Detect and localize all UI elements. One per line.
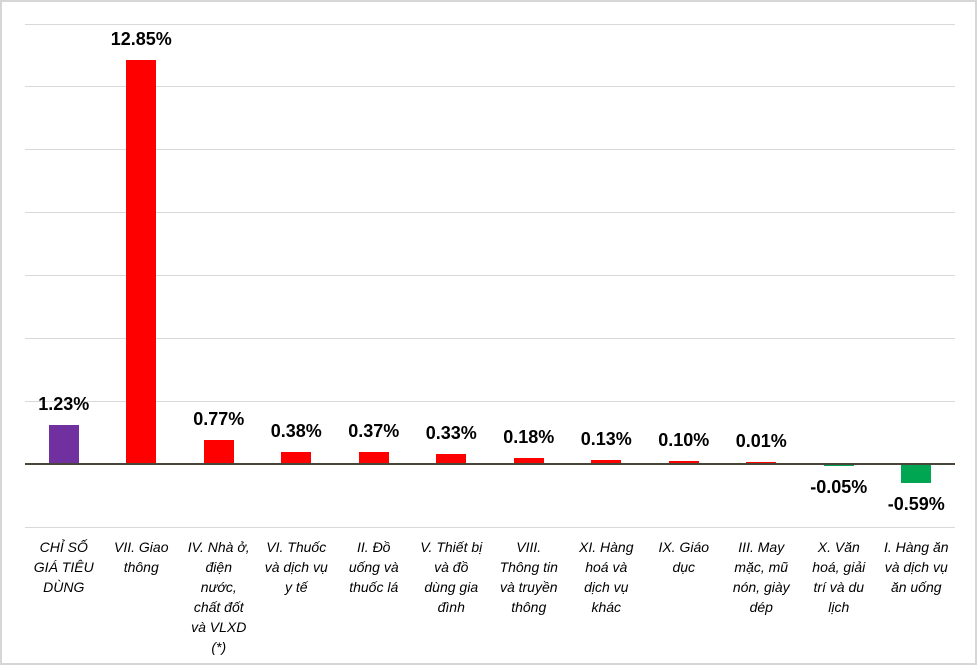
bar bbox=[901, 464, 932, 483]
gridline bbox=[25, 86, 955, 88]
gridline bbox=[25, 149, 955, 151]
category-label: VII. Giao thông bbox=[114, 539, 169, 575]
value-label: -0.05% bbox=[810, 477, 868, 498]
gridline bbox=[25, 275, 955, 276]
value-label: 12.85% bbox=[110, 29, 172, 50]
category-label: III. May mặc, mũ nón, giày dép bbox=[732, 539, 790, 615]
bar bbox=[48, 425, 79, 465]
category-label: II. Đồ uống và thuốc lá bbox=[348, 539, 399, 595]
bar bbox=[203, 439, 234, 465]
gridline bbox=[25, 23, 955, 25]
value-label: 0.18% bbox=[503, 427, 555, 448]
value-label: 0.10% bbox=[658, 429, 710, 450]
value-label: 1.23% bbox=[38, 394, 90, 415]
value-label: -0.59% bbox=[887, 493, 945, 514]
category-label: V. Thiết bị và đồ dùng gia đình bbox=[420, 539, 483, 615]
category-label: VI. Thuốc và dịch vụ y tế bbox=[264, 539, 328, 595]
bar bbox=[126, 60, 157, 465]
category-label: I. Hàng ăn và dịch vụ ăn uống bbox=[883, 539, 949, 595]
value-label: 0.01% bbox=[735, 431, 787, 452]
value-label: 0.38% bbox=[270, 421, 322, 442]
gridline bbox=[25, 212, 955, 214]
value-label: 0.33% bbox=[425, 422, 477, 443]
bar bbox=[358, 452, 389, 465]
bar bbox=[591, 460, 622, 465]
bar bbox=[668, 460, 699, 465]
bar bbox=[513, 458, 544, 465]
value-label: 0.77% bbox=[193, 408, 245, 429]
category-label: IX. Giáo dục bbox=[658, 539, 710, 575]
value-label: 0.13% bbox=[580, 429, 632, 450]
category-label: IV. Nhà ở, điện nước, chất đốt và VLXD (… bbox=[187, 539, 250, 655]
bar bbox=[436, 453, 467, 465]
category-label: CHỈ SỐ GIÁ TIÊU DÙNG bbox=[33, 539, 94, 595]
category-label: VIII. Thông tin và truyền thông bbox=[499, 539, 558, 615]
x-axis-line bbox=[25, 463, 955, 466]
value-label: 0.37% bbox=[348, 421, 400, 442]
bar bbox=[823, 464, 854, 467]
bar bbox=[281, 452, 312, 465]
gridline bbox=[25, 526, 955, 528]
gridline bbox=[25, 337, 955, 339]
gridline bbox=[25, 400, 955, 402]
category-label: X. Văn hoá, giải trí và du lịch bbox=[812, 539, 866, 615]
category-label: XI. Hàng hoá và dịch vụ khác bbox=[579, 539, 634, 615]
